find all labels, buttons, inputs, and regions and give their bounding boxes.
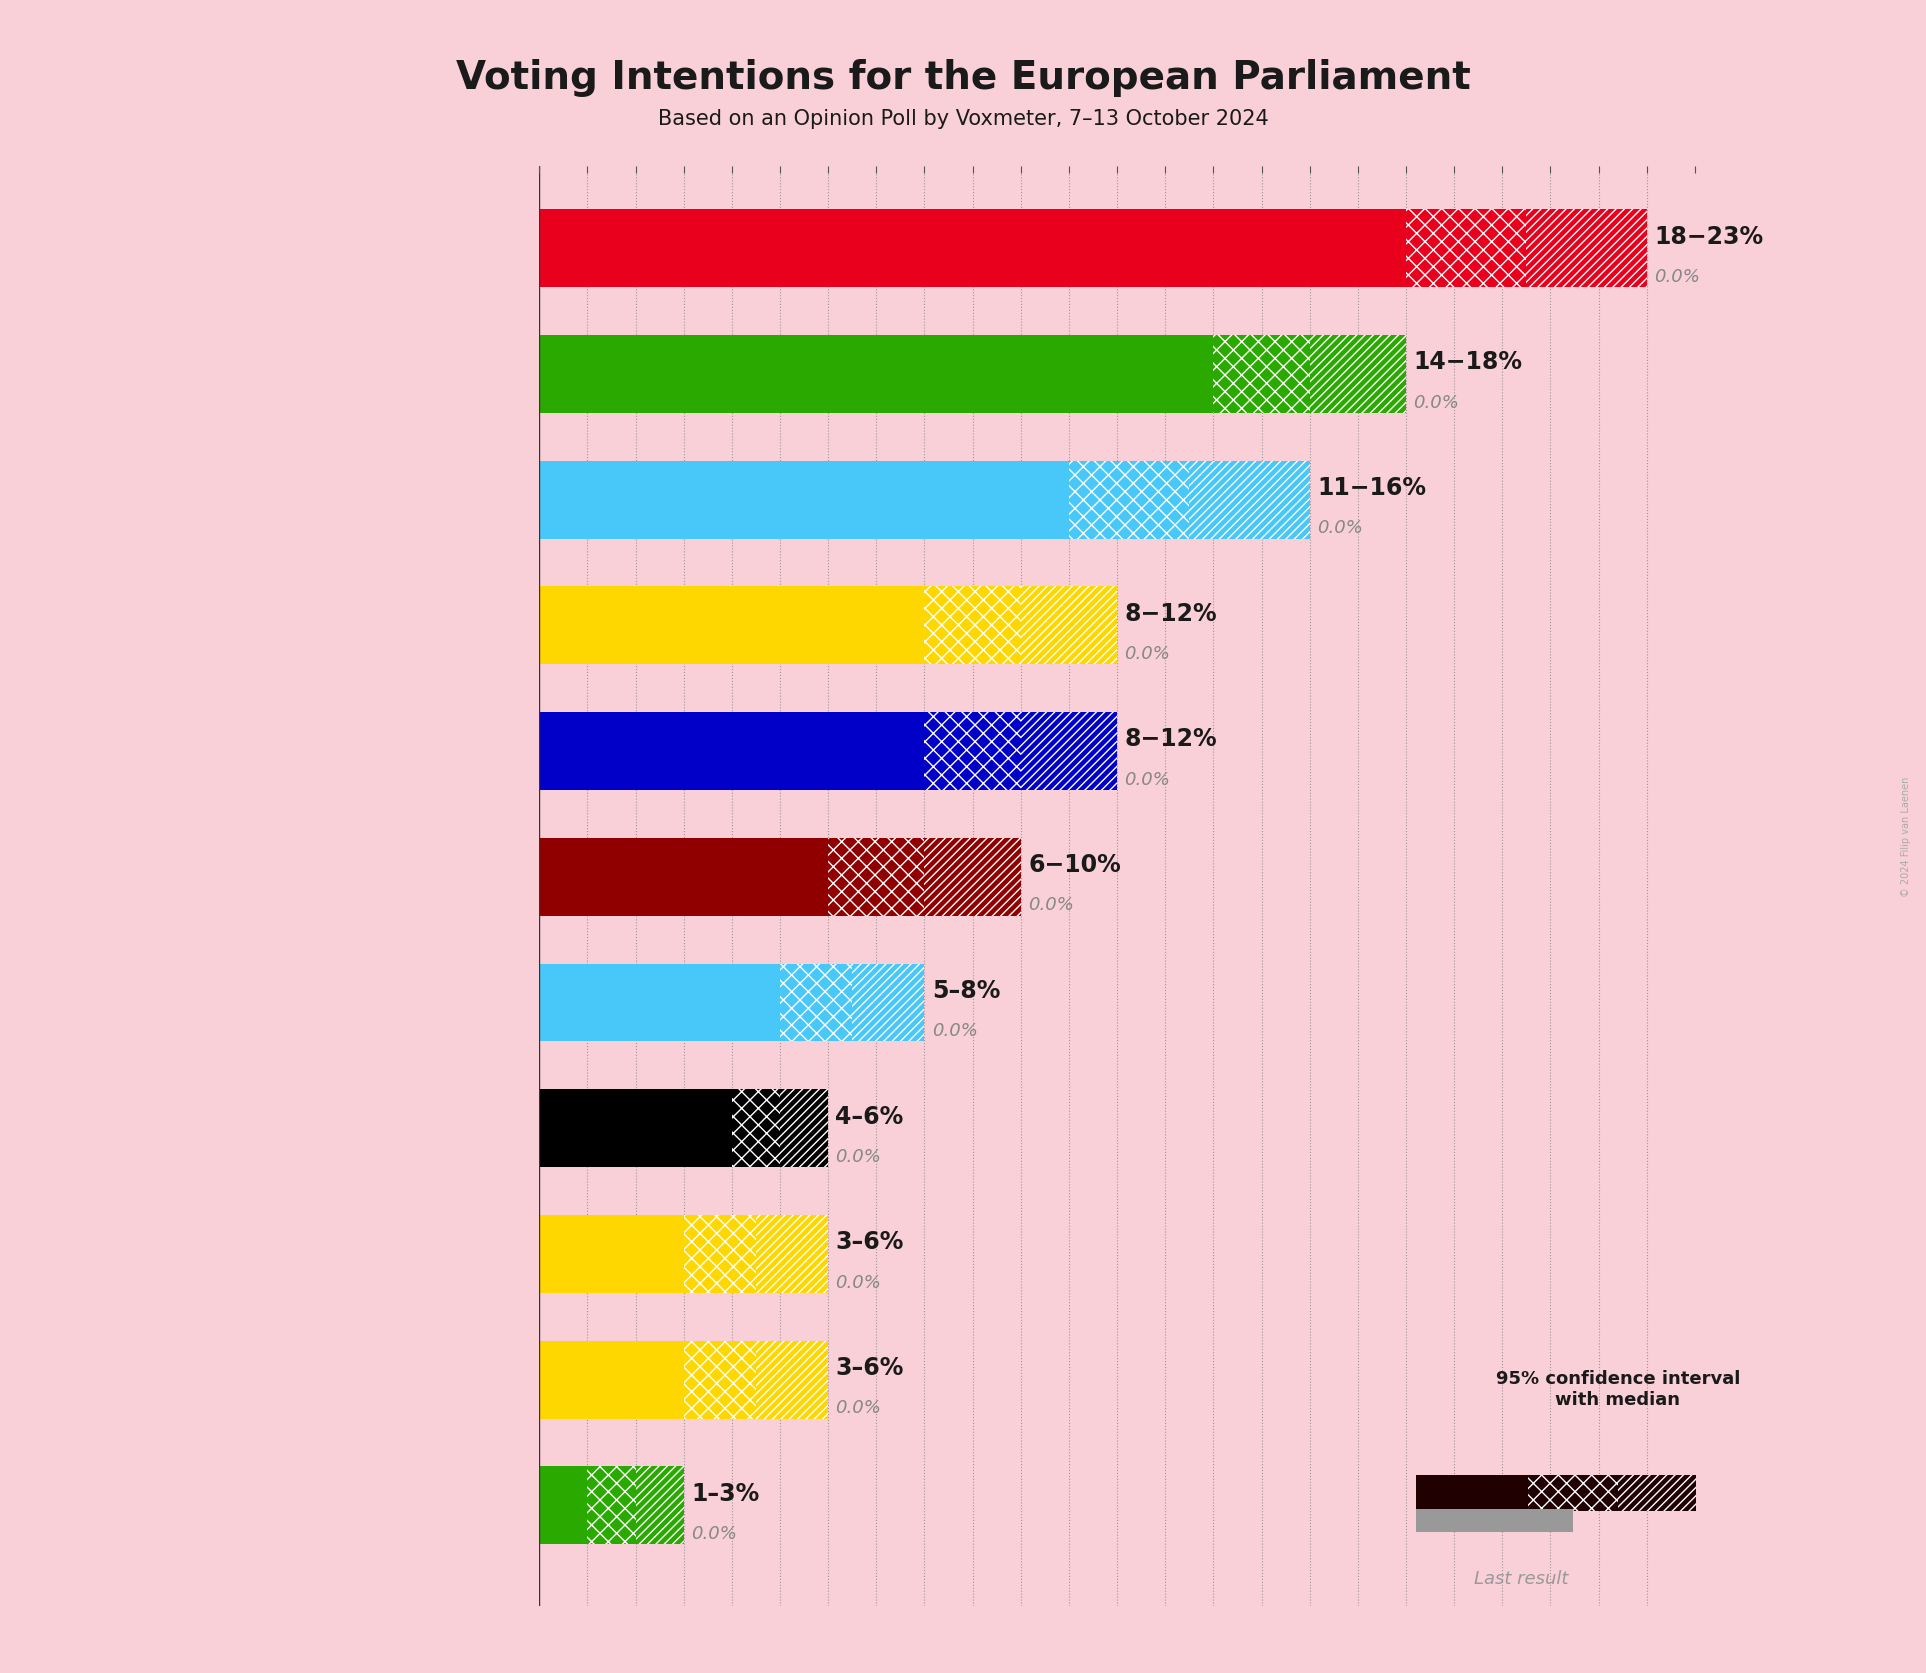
Bar [539,336,1213,413]
Text: 18−23%: 18−23% [1654,224,1762,248]
Bar [1021,713,1117,791]
Text: 0.0%: 0.0% [836,1273,882,1292]
Text: 0.0%: 0.0% [1125,770,1171,788]
Bar [1525,211,1647,288]
Text: 14−18%: 14−18% [1414,350,1522,375]
Bar [1021,587,1117,664]
Text: Last result: Last result [1473,1569,1570,1586]
Bar [780,1089,828,1168]
Bar [539,1342,684,1419]
Bar [539,1215,684,1293]
Bar [684,1215,755,1293]
Bar [539,713,924,791]
Text: © 2024 Filip van Laenen: © 2024 Filip van Laenen [1901,776,1911,897]
Text: 8−12%: 8−12% [1125,601,1217,626]
Text: 0.0%: 0.0% [1125,644,1171,663]
Text: 3–6%: 3–6% [836,1230,903,1253]
Bar [539,211,1406,288]
Bar [636,1467,684,1544]
Text: 1–3%: 1–3% [691,1481,759,1506]
Bar [924,713,1021,791]
Bar [1527,1476,1618,1512]
Text: 8−12%: 8−12% [1125,728,1217,751]
Text: 0.0%: 0.0% [1654,268,1701,286]
Bar [539,462,1069,539]
Bar [539,1089,732,1168]
Text: 0.0%: 0.0% [1414,393,1460,412]
Bar [1618,1476,1697,1512]
Bar [780,964,851,1042]
Text: 3–6%: 3–6% [836,1355,903,1379]
Bar [1416,1509,1574,1532]
Bar [1069,462,1188,539]
Bar [1416,1476,1527,1512]
Bar [539,838,828,917]
Bar [1310,336,1406,413]
Bar [587,1467,636,1544]
Text: 0.0%: 0.0% [836,1148,882,1164]
Bar [853,964,924,1042]
Bar [539,964,780,1042]
Bar [755,1215,828,1293]
Bar [539,587,924,664]
Bar [828,838,924,917]
Text: Based on an Opinion Poll by Voxmeter, 7–13 October 2024: Based on an Opinion Poll by Voxmeter, 7–… [657,109,1269,129]
Text: 0.0%: 0.0% [932,1022,978,1039]
Bar [1188,462,1310,539]
Text: 0.0%: 0.0% [1028,897,1075,913]
Bar [924,587,1021,664]
Text: Voting Intentions for the European Parliament: Voting Intentions for the European Parli… [456,59,1470,97]
Text: 0.0%: 0.0% [836,1399,882,1417]
Text: 11−16%: 11−16% [1317,475,1425,500]
Text: 4–6%: 4–6% [836,1104,903,1128]
Bar [539,1467,587,1544]
Bar [732,1089,780,1168]
Text: 95% confidence interval
with median: 95% confidence interval with median [1497,1369,1739,1409]
Text: 0.0%: 0.0% [1317,519,1364,537]
Bar [924,838,1021,917]
Bar [755,1342,828,1419]
Text: 0.0%: 0.0% [691,1524,738,1543]
Text: 6−10%: 6−10% [1028,853,1121,877]
Text: 5–8%: 5–8% [932,979,1000,1002]
Bar [1213,336,1310,413]
Bar [684,1342,755,1419]
Bar [1406,211,1525,288]
